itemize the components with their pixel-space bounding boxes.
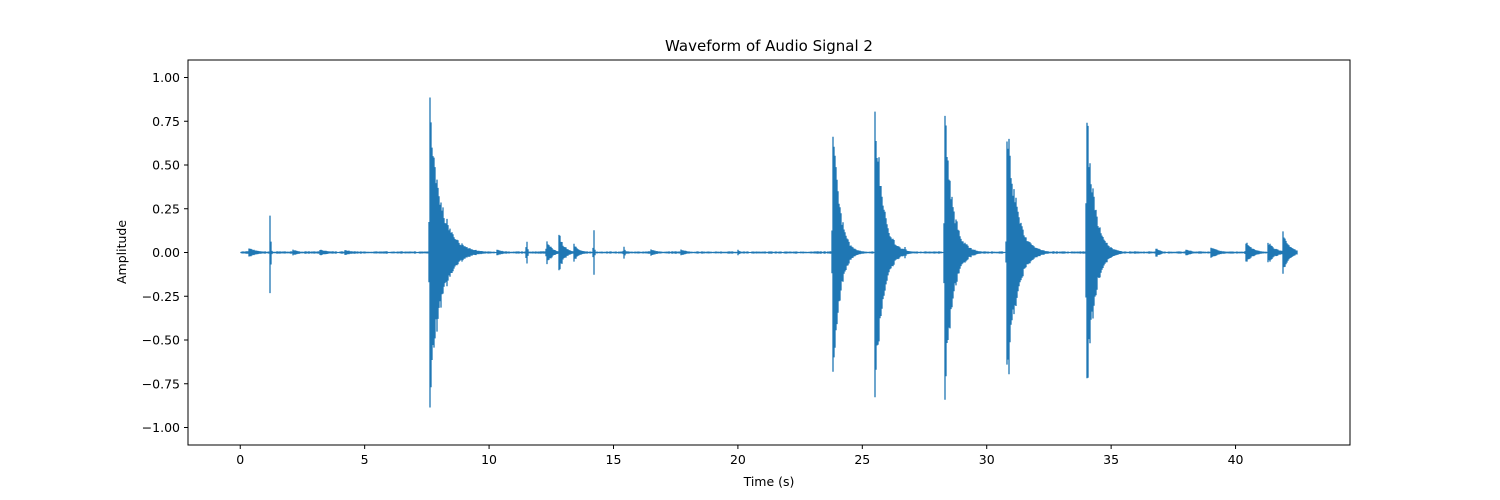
y-tick-label: 0.50 [152, 158, 180, 173]
x-tick-label: 40 [1228, 452, 1244, 467]
x-tick-label: 5 [361, 452, 369, 467]
x-tick-label: 20 [730, 452, 746, 467]
chart-title: Waveform of Audio Signal 2 [665, 37, 873, 55]
x-tick-label: 35 [1103, 452, 1119, 467]
y-axis-label: Amplitude [114, 220, 129, 284]
x-tick-label: 30 [979, 452, 995, 467]
y-tick-label: 0.25 [152, 201, 180, 216]
y-tick-label: −1.00 [142, 420, 180, 435]
y-tick-label: 0.75 [152, 114, 180, 129]
y-tick-label: −0.50 [142, 333, 180, 348]
y-tick-label: 0.00 [152, 245, 180, 260]
x-tick-label: 15 [606, 452, 622, 467]
x-tick-label: 25 [854, 452, 870, 467]
waveform-series [240, 97, 1298, 408]
y-tick-label: −0.75 [142, 376, 180, 391]
y-tick-label: −0.25 [142, 289, 180, 304]
y-axis-ticks: −1.00 −0.75 −0.50 −0.25 0.00 0.25 0.50 0.75 1.00 [142, 70, 188, 435]
x-axis-label: Time (s) [743, 474, 795, 489]
x-tick-label: 0 [236, 452, 244, 467]
y-tick-label: 1.00 [152, 70, 180, 85]
x-tick-label: 10 [481, 452, 497, 467]
waveform-line [240, 97, 1298, 408]
x-axis-ticks: 0 5 10 15 20 25 30 35 40 [236, 445, 1244, 467]
